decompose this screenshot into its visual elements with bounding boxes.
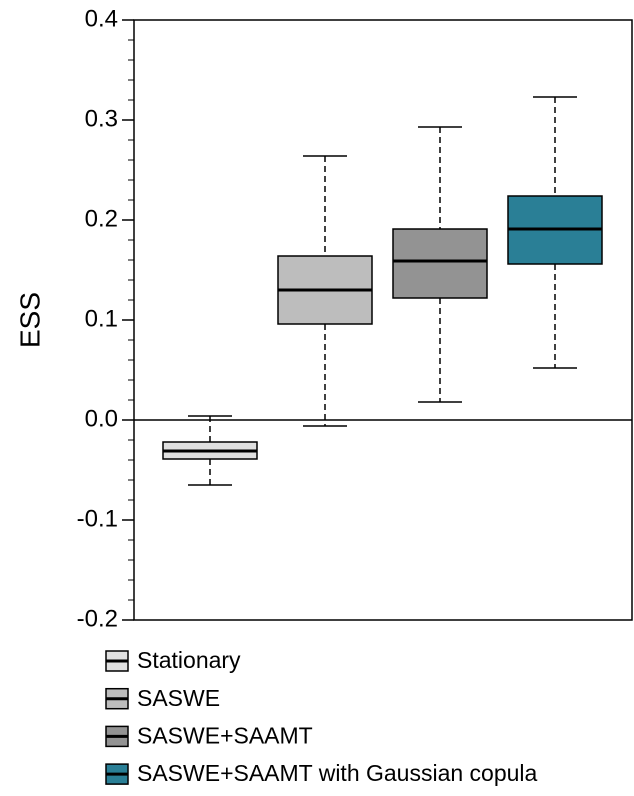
y-tick-label: 0.3 xyxy=(85,105,118,132)
legend-label: Stationary xyxy=(137,647,241,673)
plot-frame xyxy=(133,19,633,621)
legend-label: SASWE xyxy=(137,685,220,711)
y-axis-label: ESS xyxy=(14,292,45,348)
y-tick-label: 0.0 xyxy=(85,405,118,432)
y-tick-label: -0.2 xyxy=(77,605,118,632)
y-tick-label: 0.2 xyxy=(85,205,118,232)
legend-label: SASWE+SAAMT with Gaussian copula xyxy=(137,760,538,786)
box xyxy=(392,228,488,299)
y-tick-label: 0.1 xyxy=(85,305,118,332)
legend-label: SASWE+SAAMT xyxy=(137,722,313,748)
y-tick-label: -0.1 xyxy=(77,505,118,532)
y-tick-label: 0.4 xyxy=(85,5,118,32)
